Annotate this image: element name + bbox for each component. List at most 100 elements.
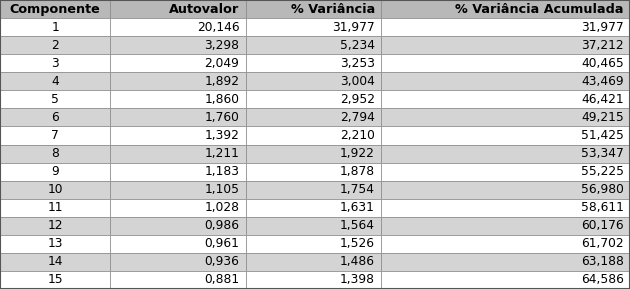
Text: 1,392: 1,392 xyxy=(205,129,239,142)
Bar xyxy=(246,235,381,253)
Text: 49,215: 49,215 xyxy=(581,111,624,124)
Bar xyxy=(246,108,381,127)
Text: 2: 2 xyxy=(51,39,59,52)
Bar xyxy=(110,127,246,144)
Bar xyxy=(0,18,110,36)
Text: Autovalor: Autovalor xyxy=(169,3,239,16)
Bar xyxy=(110,90,246,108)
Bar xyxy=(110,235,246,253)
Bar xyxy=(246,271,381,289)
Bar xyxy=(0,72,110,90)
Bar xyxy=(0,36,110,54)
Bar xyxy=(246,217,381,235)
Bar xyxy=(381,36,630,54)
Bar xyxy=(110,18,246,36)
Bar xyxy=(246,162,381,181)
Text: 1: 1 xyxy=(51,21,59,34)
Text: 1,754: 1,754 xyxy=(340,183,375,196)
Text: 2,049: 2,049 xyxy=(205,57,239,70)
Text: 10: 10 xyxy=(47,183,63,196)
Bar xyxy=(381,235,630,253)
Bar xyxy=(246,54,381,72)
Bar xyxy=(110,199,246,217)
Bar xyxy=(110,217,246,235)
Bar xyxy=(381,181,630,199)
Bar xyxy=(110,271,246,289)
Text: 3,298: 3,298 xyxy=(204,39,239,52)
Text: 7: 7 xyxy=(51,129,59,142)
Text: 1,878: 1,878 xyxy=(340,165,375,178)
Text: 56,980: 56,980 xyxy=(581,183,624,196)
Bar xyxy=(246,199,381,217)
Bar xyxy=(0,253,110,271)
Bar xyxy=(381,144,630,162)
Text: 43,469: 43,469 xyxy=(581,75,624,88)
Bar xyxy=(0,0,110,18)
Text: 1,526: 1,526 xyxy=(340,237,375,250)
Text: 5: 5 xyxy=(51,93,59,106)
Bar xyxy=(110,36,246,54)
Bar xyxy=(0,271,110,289)
Bar xyxy=(381,253,630,271)
Bar xyxy=(381,217,630,235)
Text: 11: 11 xyxy=(47,201,63,214)
Bar xyxy=(0,181,110,199)
Text: 20,146: 20,146 xyxy=(197,21,239,34)
Text: 1,398: 1,398 xyxy=(340,273,375,286)
Bar xyxy=(110,0,246,18)
Bar xyxy=(381,127,630,144)
Text: 53,347: 53,347 xyxy=(581,147,624,160)
Bar xyxy=(246,18,381,36)
Text: 63,188: 63,188 xyxy=(581,255,624,268)
Text: 3,253: 3,253 xyxy=(340,57,375,70)
Text: % Variância: % Variância xyxy=(290,3,375,16)
Text: 31,977: 31,977 xyxy=(581,21,624,34)
Bar xyxy=(246,0,381,18)
Bar xyxy=(110,54,246,72)
Text: 4: 4 xyxy=(51,75,59,88)
Text: Componente: Componente xyxy=(9,3,101,16)
Bar xyxy=(0,127,110,144)
Text: 0,881: 0,881 xyxy=(204,273,239,286)
Text: 6: 6 xyxy=(51,111,59,124)
Bar xyxy=(110,72,246,90)
Bar xyxy=(381,271,630,289)
Text: 3,004: 3,004 xyxy=(340,75,375,88)
Text: 51,425: 51,425 xyxy=(581,129,624,142)
Text: 55,225: 55,225 xyxy=(581,165,624,178)
Text: 0,986: 0,986 xyxy=(204,219,239,232)
Bar xyxy=(381,162,630,181)
Text: % Variância Acumulada: % Variância Acumulada xyxy=(455,3,624,16)
Bar xyxy=(0,90,110,108)
Text: 1,860: 1,860 xyxy=(204,93,239,106)
Text: 1,211: 1,211 xyxy=(205,147,239,160)
Bar xyxy=(0,235,110,253)
Text: 1,183: 1,183 xyxy=(204,165,239,178)
Bar xyxy=(246,90,381,108)
Bar xyxy=(110,253,246,271)
Text: 46,421: 46,421 xyxy=(581,93,624,106)
Text: 15: 15 xyxy=(47,273,63,286)
Text: 61,702: 61,702 xyxy=(581,237,624,250)
Text: 2,210: 2,210 xyxy=(340,129,375,142)
Bar xyxy=(0,54,110,72)
Text: 13: 13 xyxy=(47,237,63,250)
Bar xyxy=(246,72,381,90)
Bar xyxy=(0,144,110,162)
Text: 8: 8 xyxy=(51,147,59,160)
Bar xyxy=(381,90,630,108)
Bar xyxy=(246,181,381,199)
Text: 60,176: 60,176 xyxy=(581,219,624,232)
Text: 1,922: 1,922 xyxy=(340,147,375,160)
Text: 5,234: 5,234 xyxy=(340,39,375,52)
Bar xyxy=(381,72,630,90)
Bar xyxy=(381,108,630,127)
Bar xyxy=(246,36,381,54)
Text: 37,212: 37,212 xyxy=(581,39,624,52)
Bar xyxy=(381,0,630,18)
Text: 2,794: 2,794 xyxy=(340,111,375,124)
Text: 0,961: 0,961 xyxy=(205,237,239,250)
Text: 3: 3 xyxy=(51,57,59,70)
Text: 1,564: 1,564 xyxy=(340,219,375,232)
Bar xyxy=(0,162,110,181)
